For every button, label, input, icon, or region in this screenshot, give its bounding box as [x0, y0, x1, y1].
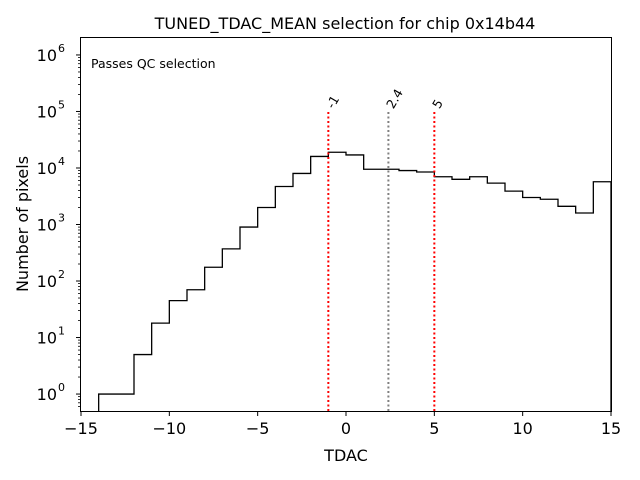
threshold-label: -1: [323, 93, 342, 111]
x-tick-label: 0: [341, 419, 351, 438]
y-tick-exponent: 4: [58, 155, 65, 168]
x-axis-label: TDAC: [323, 446, 368, 465]
plot-frame: [80, 37, 612, 412]
y-tick-label: 10: [37, 46, 57, 65]
y-tick-label: 10: [37, 102, 57, 121]
y-tick-exponent: 0: [58, 381, 65, 394]
y-tick-label: 10: [37, 159, 57, 178]
x-tick-label: −10: [152, 419, 186, 438]
threshold-label: 2.4: [383, 86, 406, 111]
y-axis-label: Number of pixels: [13, 156, 32, 292]
threshold-label: 5: [429, 97, 446, 111]
y-tick-exponent: 2: [58, 268, 65, 281]
y-tick-exponent: 3: [58, 212, 65, 225]
y-tick-label: 10: [37, 272, 57, 291]
x-tick-label: −15: [64, 419, 98, 438]
y-tick-label: 10: [37, 385, 57, 404]
y-tick-label: 10: [37, 216, 57, 235]
x-tick-label: 10: [512, 419, 532, 438]
qc-annotation: Passes QC selection: [91, 56, 216, 71]
y-tick-exponent: 1: [58, 325, 65, 338]
x-tick-label: 5: [429, 419, 439, 438]
y-tick-label: 10: [37, 329, 57, 348]
chart-title: TUNED_TDAC_MEAN selection for chip 0x14b…: [154, 14, 536, 34]
y-tick-exponent: 5: [58, 98, 65, 111]
x-tick-label: −5: [246, 419, 270, 438]
x-tick-label: 15: [601, 419, 621, 438]
y-tick-exponent: 6: [58, 42, 65, 55]
histogram-step: [98, 151, 612, 411]
